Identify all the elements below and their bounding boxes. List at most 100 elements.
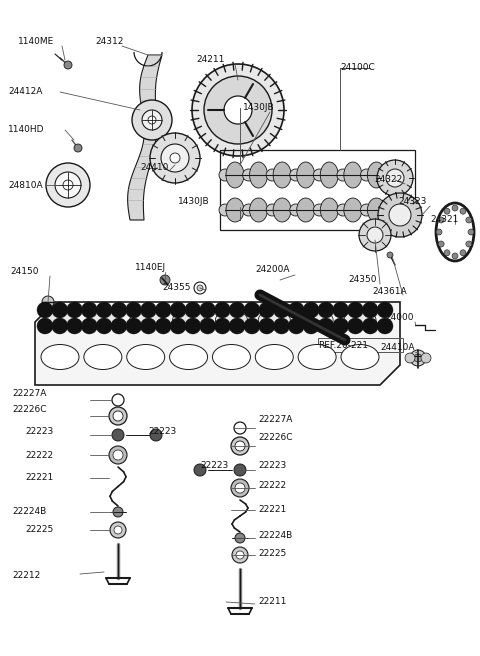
Circle shape bbox=[219, 169, 231, 181]
Circle shape bbox=[42, 296, 54, 308]
Circle shape bbox=[333, 302, 348, 318]
Ellipse shape bbox=[367, 198, 385, 222]
Ellipse shape bbox=[127, 344, 165, 369]
Text: 22223: 22223 bbox=[258, 461, 286, 470]
Text: 24410: 24410 bbox=[140, 163, 168, 173]
Text: 22227A: 22227A bbox=[12, 388, 47, 398]
Circle shape bbox=[96, 318, 112, 334]
Ellipse shape bbox=[344, 310, 376, 330]
Circle shape bbox=[155, 302, 171, 318]
Circle shape bbox=[242, 204, 254, 216]
Circle shape bbox=[109, 407, 127, 425]
Circle shape bbox=[313, 204, 325, 216]
Circle shape bbox=[235, 483, 245, 493]
Circle shape bbox=[444, 250, 450, 256]
Circle shape bbox=[386, 169, 404, 187]
Circle shape bbox=[111, 318, 127, 334]
Circle shape bbox=[111, 302, 127, 318]
Circle shape bbox=[37, 302, 53, 318]
Circle shape bbox=[360, 204, 372, 216]
Ellipse shape bbox=[344, 162, 362, 188]
Ellipse shape bbox=[130, 310, 162, 330]
Circle shape bbox=[170, 318, 186, 334]
Ellipse shape bbox=[250, 162, 267, 188]
Text: 22222: 22222 bbox=[25, 451, 53, 459]
Ellipse shape bbox=[320, 198, 338, 222]
Circle shape bbox=[67, 302, 83, 318]
Circle shape bbox=[141, 302, 156, 318]
Text: 22222: 22222 bbox=[258, 480, 286, 489]
Circle shape bbox=[274, 302, 289, 318]
Text: 22225: 22225 bbox=[258, 548, 286, 558]
Circle shape bbox=[377, 160, 413, 196]
Text: 22221: 22221 bbox=[25, 474, 53, 483]
Text: 24350: 24350 bbox=[348, 276, 376, 285]
Circle shape bbox=[313, 169, 325, 181]
Text: 22226C: 22226C bbox=[258, 434, 292, 443]
Circle shape bbox=[229, 302, 245, 318]
Ellipse shape bbox=[44, 310, 76, 330]
Circle shape bbox=[234, 464, 246, 476]
Circle shape bbox=[290, 204, 302, 216]
Circle shape bbox=[161, 144, 189, 172]
Circle shape bbox=[288, 318, 304, 334]
Ellipse shape bbox=[273, 198, 291, 222]
Text: 24323: 24323 bbox=[398, 197, 426, 207]
Circle shape bbox=[274, 318, 289, 334]
Text: 22224B: 22224B bbox=[12, 508, 46, 516]
Circle shape bbox=[362, 318, 378, 334]
Circle shape bbox=[37, 318, 53, 334]
Circle shape bbox=[215, 302, 230, 318]
Circle shape bbox=[52, 302, 68, 318]
Circle shape bbox=[348, 318, 363, 334]
Text: 22223: 22223 bbox=[25, 428, 53, 436]
Circle shape bbox=[410, 350, 426, 366]
Text: 24321: 24321 bbox=[430, 216, 458, 224]
Circle shape bbox=[55, 172, 81, 198]
Ellipse shape bbox=[169, 344, 207, 369]
Text: 24410A: 24410A bbox=[380, 344, 415, 352]
Text: 24150: 24150 bbox=[10, 268, 38, 276]
Circle shape bbox=[215, 318, 230, 334]
Circle shape bbox=[110, 522, 126, 538]
Circle shape bbox=[303, 318, 319, 334]
Circle shape bbox=[438, 241, 444, 247]
Circle shape bbox=[405, 353, 415, 363]
Circle shape bbox=[303, 302, 319, 318]
Circle shape bbox=[468, 229, 474, 235]
Text: 24100C: 24100C bbox=[340, 64, 375, 73]
Circle shape bbox=[236, 551, 244, 559]
Circle shape bbox=[170, 153, 180, 163]
Circle shape bbox=[231, 437, 249, 455]
Ellipse shape bbox=[341, 344, 379, 369]
Circle shape bbox=[46, 163, 90, 207]
Circle shape bbox=[113, 507, 123, 517]
Polygon shape bbox=[128, 55, 162, 220]
Circle shape bbox=[288, 302, 304, 318]
Ellipse shape bbox=[297, 162, 315, 188]
Circle shape bbox=[337, 204, 349, 216]
Ellipse shape bbox=[255, 344, 293, 369]
Circle shape bbox=[160, 275, 170, 285]
Circle shape bbox=[266, 169, 278, 181]
Ellipse shape bbox=[226, 198, 244, 222]
Circle shape bbox=[362, 302, 378, 318]
Circle shape bbox=[438, 217, 444, 223]
Ellipse shape bbox=[226, 162, 244, 188]
Circle shape bbox=[259, 318, 275, 334]
Circle shape bbox=[155, 318, 171, 334]
Circle shape bbox=[219, 204, 231, 216]
Circle shape bbox=[109, 446, 127, 464]
Ellipse shape bbox=[301, 310, 333, 330]
Circle shape bbox=[452, 253, 458, 259]
Text: 1430JB: 1430JB bbox=[243, 104, 275, 112]
Text: REF.20-221: REF.20-221 bbox=[318, 340, 368, 350]
Circle shape bbox=[377, 302, 393, 318]
Text: 24355: 24355 bbox=[162, 283, 191, 293]
Circle shape bbox=[192, 64, 284, 156]
Circle shape bbox=[259, 302, 275, 318]
Circle shape bbox=[229, 318, 245, 334]
Circle shape bbox=[200, 302, 216, 318]
Ellipse shape bbox=[298, 344, 336, 369]
Circle shape bbox=[436, 229, 442, 235]
